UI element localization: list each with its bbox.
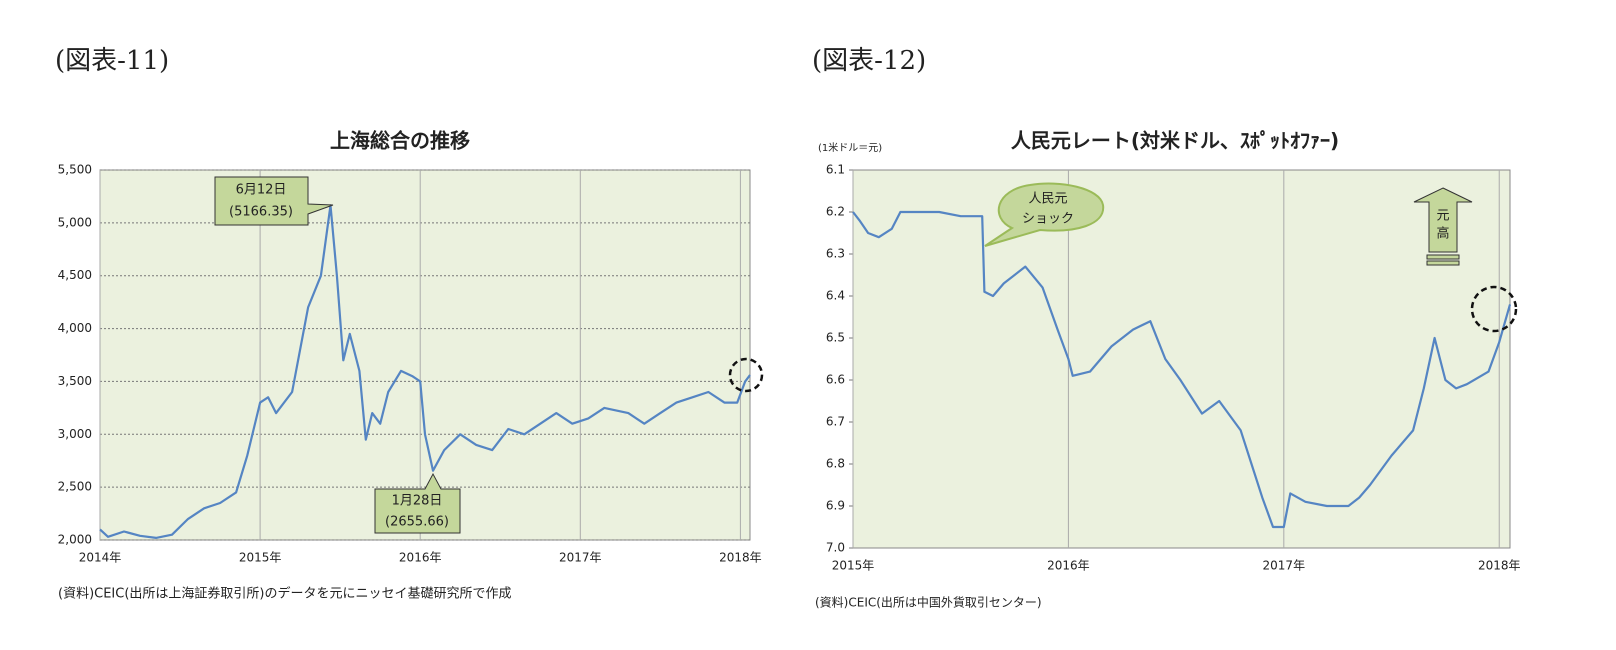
y-tick-label: 5,500 (58, 163, 92, 177)
annotation: (5166.35) (229, 205, 293, 220)
y-tick-label: 4,500 (58, 268, 92, 282)
y-tick-label: 6.7 (826, 415, 845, 429)
y-tick-label: 6.8 (826, 457, 845, 471)
callout (214, 176, 334, 226)
y-tick-label: 3,500 (58, 374, 92, 388)
x-tick-label: 2018年 (1478, 559, 1521, 573)
x-tick-label: 2017年 (559, 551, 602, 565)
x-tick-label: 2018年 (719, 551, 762, 565)
chart-title: 上海総合の推移 (330, 129, 470, 153)
x-tick-label: 2014年 (79, 551, 122, 565)
y-tick-label: 6.4 (826, 289, 845, 303)
y-tick-label: 6.1 (826, 163, 845, 177)
annotation: 人民元 (1028, 192, 1067, 207)
annotations: 6月12日 (5166.35) 1月28日 (2655.66) 人民元 ショック… (214, 176, 1518, 534)
source-note: (資料)CEIC(出所は中国外貨取引センター) (815, 595, 1042, 610)
line-series (852, 210, 1512, 529)
x-tick-label: 2015年 (832, 559, 875, 573)
figure-label: (図表-12) (812, 46, 926, 76)
source-note: (資料)CEIC(出所は上海証券取引所)のデータを元にニッセイ基礎研究所で作成 (58, 586, 512, 602)
y-tick-label: 4,000 (58, 321, 92, 335)
plot-area (99, 169, 751, 541)
y-tick-label: 5,000 (58, 215, 92, 229)
highlight-circle (728, 357, 764, 393)
arrow-bar (1426, 260, 1460, 266)
arrow-bar (1426, 254, 1460, 260)
plots: 2,000 2,500 3,000 3,500 4,000 4,500 5,000 5,500… (58, 163, 1521, 573)
y-axis-label: (1米ドル＝元) (818, 141, 882, 154)
x-tick-label: 2016年 (1047, 559, 1090, 573)
annotation: (2655.66) (385, 515, 449, 530)
y-tick-label: 6.3 (826, 247, 845, 261)
y-tick-label: 3,000 (58, 427, 92, 441)
y-tick-label: 6.6 (826, 373, 845, 387)
annotation: ショック (1022, 212, 1074, 227)
y-tick-label: 2,500 (58, 480, 92, 494)
chart-title: 人民元レート(対米ドル、ｽﾎﾟｯﾄｵﾌｧｰ) (1011, 129, 1339, 153)
y-tick-label: 6.9 (826, 499, 845, 513)
callout (374, 472, 461, 534)
y-tick-label: 6.5 (826, 331, 845, 345)
highlight-circle (1470, 285, 1518, 333)
annotation: 6月12日 (236, 183, 287, 198)
x-tick-label: 2017年 (1263, 559, 1306, 573)
y-tick-label: 7.0 (826, 541, 845, 555)
annotation: 1月28日 (392, 494, 443, 509)
x-tick-label: 2016年 (399, 551, 442, 565)
y-tick-label: 6.2 (826, 205, 845, 219)
plot-area (852, 169, 1511, 549)
line-series (99, 204, 751, 539)
callout (984, 182, 1105, 247)
figure-label: (図表-11) (55, 46, 169, 76)
y-tick-label: 2,000 (58, 533, 92, 547)
x-tick-label: 2015年 (239, 551, 282, 565)
annotation: 元 (1436, 209, 1449, 224)
arrow (1413, 187, 1473, 253)
annotation: 高 (1436, 226, 1449, 242)
